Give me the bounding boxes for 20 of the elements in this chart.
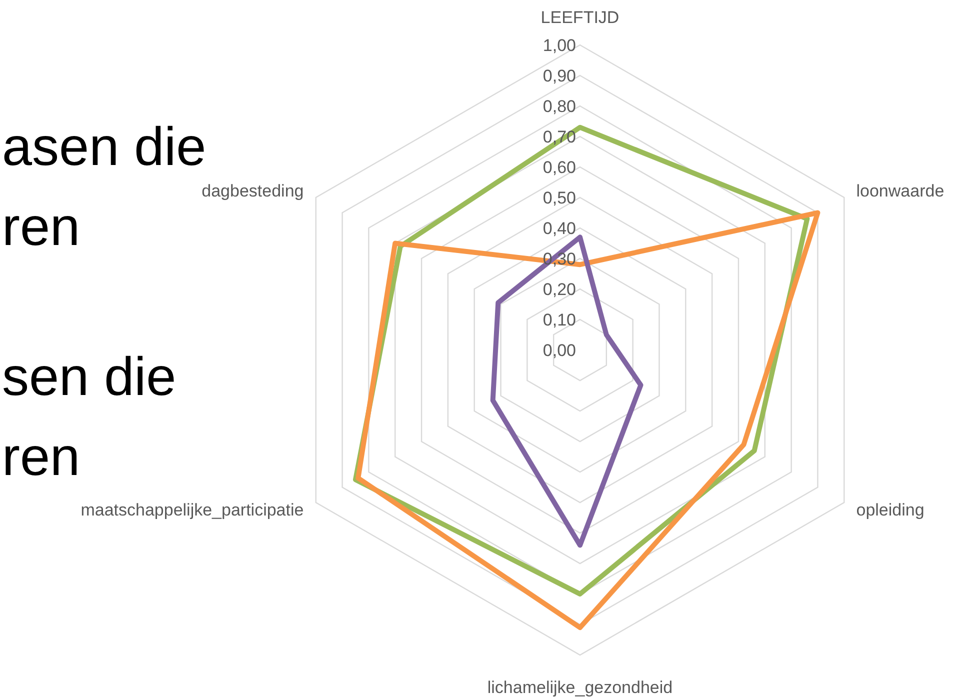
y-tick-label: 0,40 <box>542 219 576 238</box>
y-tick-label: 0,30 <box>542 250 576 268</box>
text: sen die <box>2 347 176 407</box>
y-tick-label: 0,20 <box>542 280 576 299</box>
y-tick-label: 0,80 <box>542 97 576 116</box>
y-tick-label: 1,00 <box>542 36 576 55</box>
text: ren <box>2 427 80 487</box>
spoke-label: dagbesteding <box>202 182 304 200</box>
y-tick-label: 0,00 <box>542 341 576 360</box>
y-tick-label: 0,50 <box>542 188 576 208</box>
y-tick-label: 0,10 <box>542 310 576 330</box>
y-tick-label: 0,90 <box>542 66 576 86</box>
spoke-label: lichamelijke_gezondheid <box>487 678 673 697</box>
spoke-label: maatschappelijke_participatie <box>80 500 304 520</box>
spoke-label: opleiding <box>856 500 924 520</box>
spoke-label: LEEFTIJD <box>540 8 620 27</box>
text: ren <box>2 197 80 257</box>
text: asen die <box>2 117 206 177</box>
spoke-label: loonwaarde <box>856 182 944 200</box>
y-tick-label: 0,60 <box>542 158 576 177</box>
